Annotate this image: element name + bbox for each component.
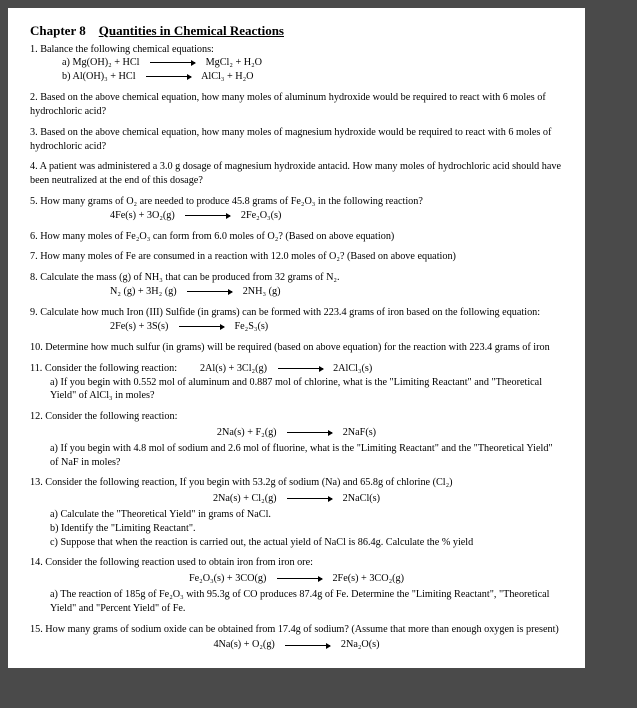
q14-text: 14. Consider the following reaction used… (30, 556, 563, 570)
arrow-icon (146, 70, 191, 84)
question-3: 3. Based on the above chemical equation,… (30, 126, 563, 154)
q1-b-right: AlCl₃ + H₂O (201, 72, 253, 83)
q14-eq: Fe₂O₃(s) + 3CO(g) 2Fe(s) + 3CO₂(g) (30, 572, 563, 586)
chapter-title-text: Quantities in Chemical Reactions (99, 23, 284, 38)
q11-eq-left: 2Al(s) + 3Cl₂(g) (200, 363, 267, 374)
q8-eq-right: 2NH₃ (g) (243, 286, 281, 297)
q11-a: a) If you begin with 0.552 mol of alumin… (50, 376, 563, 404)
q1-a-left: a) Mg(OH)₂ + HCl (62, 58, 140, 69)
q11-text: 11. Consider the following reaction: (30, 363, 177, 374)
q13-a: a) Calculate the "Theoretical Yield" in … (50, 508, 563, 522)
q8-eq-left: N₂ (g) + 3H₂ (g) (110, 286, 177, 297)
q13-b: b) Identify the "Limiting Reactant". (50, 522, 563, 536)
question-10: 10. Determine how much sulfur (in grams)… (30, 341, 563, 355)
question-8: 8. Calculate the mass (g) of NH₃ that ca… (30, 271, 563, 299)
q1-b: b) Al(OH)₃ + HCl AlCl₃ + H₂O (62, 70, 563, 84)
q15-eq-left: 4Na(s) + O₂(g) (213, 640, 274, 651)
q15-eq-right: 2Na₂O(s) (341, 640, 380, 651)
q12-a: a) If you begin with 4.8 mol of sodium a… (50, 442, 563, 470)
arrow-icon (278, 362, 323, 376)
q9-eq-right: Fe₂S₃(s) (234, 321, 268, 332)
chapter-heading: Chapter 8 Quantities in Chemical Reactio… (30, 22, 563, 40)
question-12: 12. Consider the following reaction: 2Na… (30, 410, 563, 469)
q15-eq: 4Na(s) + O₂(g) 2Na₂O(s) (30, 638, 563, 652)
question-11: 11. Consider the following reaction: 2Al… (30, 362, 563, 404)
arrow-icon (187, 285, 232, 299)
q12-eq: 2Na(s) + F₂(g) 2NaF(s) (30, 426, 563, 440)
arrow-icon (285, 638, 330, 652)
q1-b-left: b) Al(OH)₃ + HCl (62, 72, 136, 83)
q5-eq: 4Fe(s) + 3O₂(g) 2Fe₂O₃(s) (110, 209, 563, 223)
q1-a: a) Mg(OH)₂ + HCl MgCl₂ + H₂O (62, 56, 563, 70)
question-1: 1. Balance the following chemical equati… (30, 43, 563, 85)
q12-eq-right: 2NaF(s) (343, 427, 376, 438)
q13-c: c) Suppose that when the reaction is car… (50, 536, 563, 550)
q8-text: 8. Calculate the mass (g) of NH₃ that ca… (30, 271, 563, 285)
arrow-icon (287, 492, 332, 506)
question-2: 2. Based on the above chemical equation,… (30, 91, 563, 119)
q5-eq-right: 2Fe₂O₃(s) (241, 210, 282, 221)
arrow-icon (277, 572, 322, 586)
q12-text: 12. Consider the following reaction: (30, 410, 563, 424)
q15-text: 15. How many grams of sodium oxide can b… (30, 623, 563, 637)
question-15: 15. How many grams of sodium oxide can b… (30, 623, 563, 653)
question-13: 13. Consider the following reaction, If … (30, 476, 563, 549)
arrow-icon (150, 56, 195, 70)
q5-text: 5. How many grams of O₂ are needed to pr… (30, 195, 563, 209)
q14-a: a) The reaction of 185g of Fe₂O₃ with 95… (50, 588, 563, 616)
q1-a-right: MgCl₂ + H₂O (206, 58, 262, 69)
arrow-icon (287, 426, 332, 440)
arrow-icon (185, 209, 230, 223)
q13-eq-left: 2Na(s) + Cl₂(g) (213, 493, 277, 504)
q13-text: 13. Consider the following reaction, If … (30, 476, 563, 490)
q8-eq: N₂ (g) + 3H₂ (g) 2NH₃ (g) (110, 285, 563, 299)
q9-eq: 2Fe(s) + 3S(s) Fe₂S₃(s) (110, 320, 563, 334)
q14-eq-right: 2Fe(s) + 3CO₂(g) (332, 573, 404, 584)
question-6: 6. How many moles of Fe₂O₃ can form from… (30, 230, 563, 244)
q9-eq-left: 2Fe(s) + 3S(s) (110, 321, 168, 332)
question-5: 5. How many grams of O₂ are needed to pr… (30, 195, 563, 223)
q9-text: 9. Calculate how much Iron (III) Sulfide… (30, 306, 563, 320)
q13-eq-right: 2NaCl(s) (343, 493, 380, 504)
q12-eq-left: 2Na(s) + F₂(g) (217, 427, 277, 438)
q11-eq-right: 2AlCl₃(s) (333, 363, 372, 374)
q1-text: 1. Balance the following chemical equati… (30, 43, 563, 57)
question-14: 14. Consider the following reaction used… (30, 556, 563, 615)
q13-eq: 2Na(s) + Cl₂(g) 2NaCl(s) (30, 492, 563, 506)
question-9: 9. Calculate how much Iron (III) Sulfide… (30, 306, 563, 334)
document-page: Chapter 8 Quantities in Chemical Reactio… (8, 8, 585, 668)
chapter-label: Chapter 8 (30, 23, 86, 38)
arrow-icon (179, 320, 224, 334)
q5-eq-left: 4Fe(s) + 3O₂(g) (110, 210, 175, 221)
question-7: 7. How many moles of Fe are consumed in … (30, 250, 563, 264)
q14-eq-left: Fe₂O₃(s) + 3CO(g) (189, 573, 266, 584)
question-4: 4. A patient was administered a 3.0 g do… (30, 160, 563, 188)
